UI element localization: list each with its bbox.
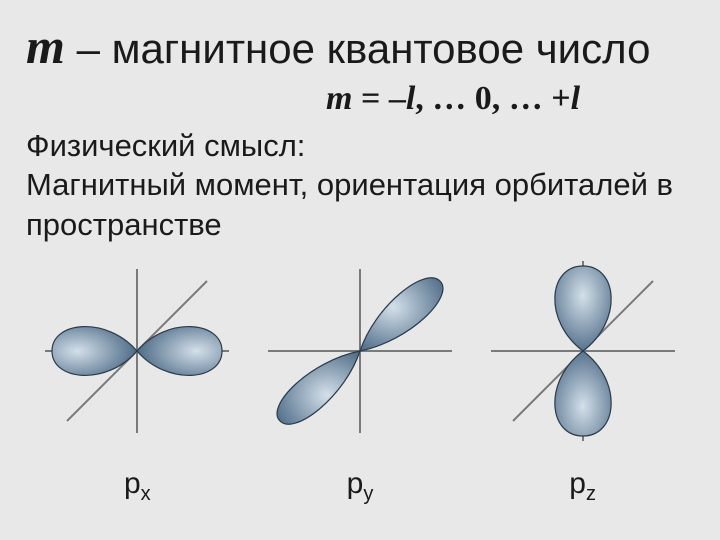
orbital-py-svg: [260, 261, 460, 441]
lobe-left: [52, 326, 137, 375]
description: Физический смысл: Магнитный момент, орие…: [26, 126, 694, 245]
orbital-pz-svg: [483, 261, 683, 441]
orbital-px-label: px: [37, 467, 237, 506]
orbitals-row: px py: [26, 261, 694, 506]
orbital-px-svg: [37, 261, 237, 441]
lobe-upper: [360, 277, 443, 350]
orbital-py-label: py: [260, 467, 460, 506]
title-text: магнитное квантовое число: [112, 25, 651, 72]
label-main: p: [124, 467, 141, 500]
formula-mid: , … 0, … +: [415, 80, 570, 117]
lobe-bottom: [554, 351, 610, 436]
formula: m = –l, … 0, … +l: [26, 80, 694, 118]
label-main: p: [347, 467, 364, 500]
formula-l1: l: [406, 80, 415, 117]
label-main: p: [569, 467, 586, 500]
title-symbol: m: [26, 18, 65, 74]
lobe-lower: [277, 351, 360, 424]
desc-line2: Магнитный момент, ориентация орбиталей в…: [26, 165, 694, 244]
orbital-py: py: [260, 261, 460, 506]
orbital-px: px: [37, 261, 237, 506]
label-sub: y: [363, 483, 373, 505]
title: m – магнитное квантовое число: [26, 18, 694, 76]
label-sub: z: [586, 483, 596, 505]
formula-eq: = –: [352, 80, 405, 117]
title-dash: –: [65, 25, 112, 72]
lobe-right: [137, 326, 222, 375]
desc-line1: Физический смысл:: [26, 126, 694, 166]
orbital-pz: pz: [483, 261, 683, 506]
label-sub: x: [141, 483, 151, 505]
lobe-top: [554, 266, 610, 351]
orbital-pz-label: pz: [483, 467, 683, 506]
formula-l2: l: [571, 80, 580, 117]
formula-m: m: [326, 80, 352, 117]
